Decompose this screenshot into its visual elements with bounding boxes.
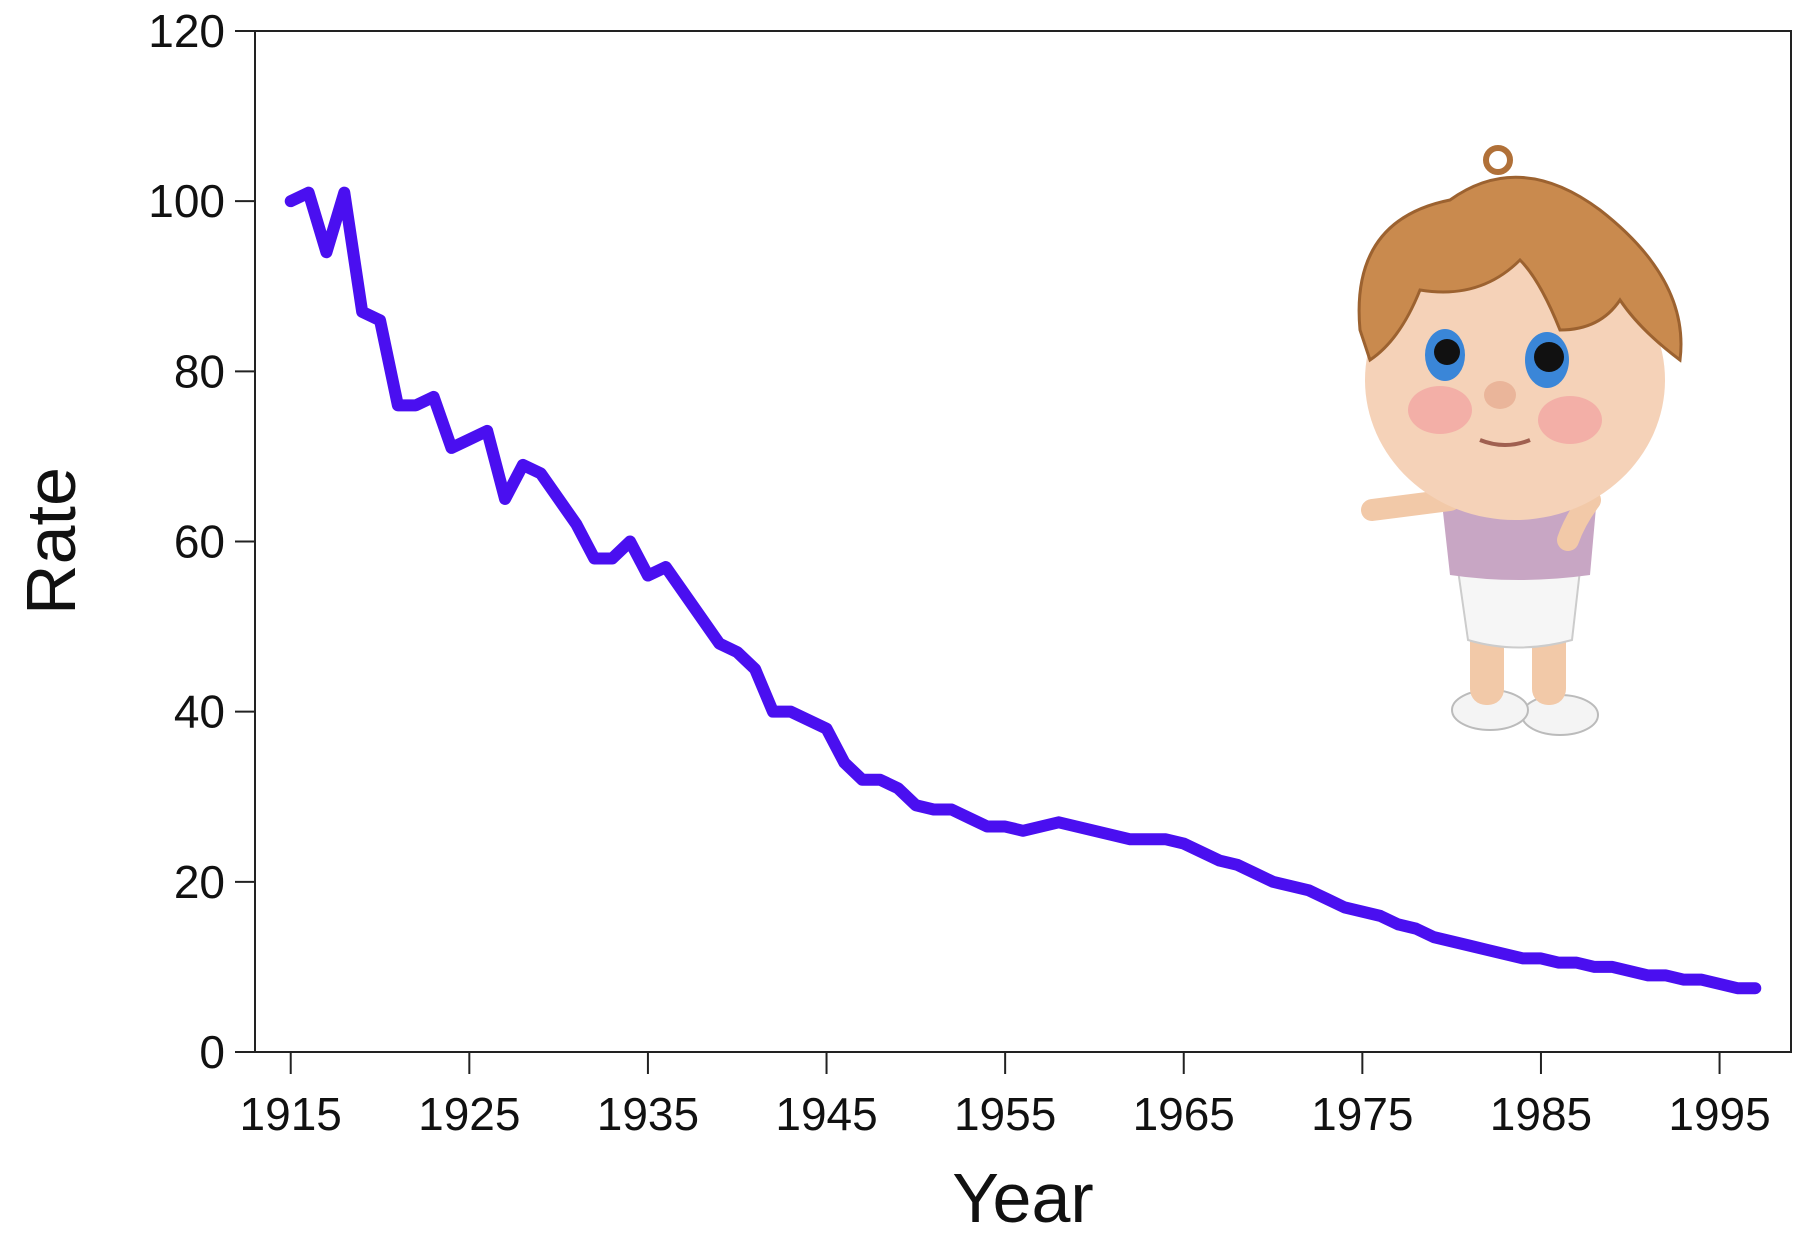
data-line [284,186,1762,995]
x-axis-label: Year [952,1159,1093,1237]
x-tick-label: 1995 [1668,1088,1770,1140]
y-tick-label: 20 [174,856,225,908]
x-tick-label: 1945 [775,1088,877,1140]
y-axis-label: Rate [12,467,90,615]
y-tick-label: 0 [199,1026,225,1078]
x-tick-label: 1925 [418,1088,520,1140]
y-tick-label: 60 [174,516,225,568]
cartoon-baby [1357,145,1683,736]
x-tick-label: 1935 [597,1088,699,1140]
y-tick-label: 40 [174,686,225,738]
y-tick-label: 120 [148,5,225,57]
x-tick-label: 1955 [954,1088,1056,1140]
x-tick-label: 1965 [1133,1088,1235,1140]
x-tick-label: 1915 [240,1088,342,1140]
x-tick-label: 1985 [1490,1088,1592,1140]
y-tick-label: 100 [148,175,225,227]
x-tick-label: 1975 [1311,1088,1413,1140]
y-tick-label: 80 [174,345,225,397]
